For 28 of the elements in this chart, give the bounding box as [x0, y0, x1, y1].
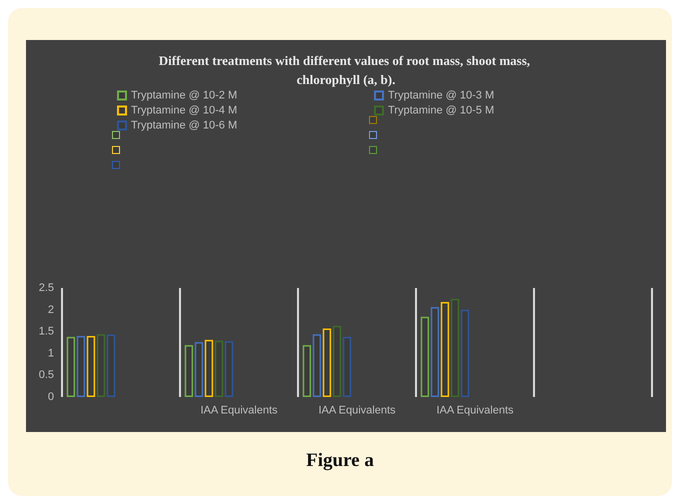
bar	[342, 336, 352, 397]
bar	[440, 302, 450, 397]
chart-title: Different treatments with different values of root mass, shoot mass, chlorophyll (a, b).	[158, 53, 534, 87]
legend-label: Tryptamine @ 10-4 M	[131, 104, 238, 116]
y-tick-label: 1	[48, 347, 54, 360]
y-tick-label: 0.5	[38, 369, 54, 382]
legend-label: Tryptamine @ 10-2 M	[131, 90, 238, 102]
bar	[322, 328, 332, 397]
bar	[332, 326, 342, 397]
legend-label: Tryptamine @ 10-6 M	[131, 120, 238, 132]
x-tick-label: IAA Equivalents	[436, 404, 514, 416]
y-tick-label: 2	[48, 304, 54, 316]
bar	[106, 334, 116, 397]
text: Figure a	[305, 450, 375, 472]
y-tick-label: 2.5	[38, 282, 54, 294]
bar	[96, 334, 106, 397]
legend-label: Tryptamine @ 10-5 M	[388, 104, 494, 116]
y-tick-label: 1.5	[38, 326, 54, 338]
bar	[450, 298, 460, 397]
bar	[460, 310, 470, 397]
x-tick-label: IAA Equivalents	[318, 404, 396, 416]
y-tick-label: 0	[48, 391, 54, 403]
legend-label: Tryptamine @ 10-3 M	[388, 90, 494, 102]
bar	[86, 336, 96, 397]
bar	[224, 341, 234, 397]
x-tick-label: IAA Equivalents	[200, 404, 278, 416]
bar	[214, 340, 224, 397]
bar	[204, 340, 214, 397]
